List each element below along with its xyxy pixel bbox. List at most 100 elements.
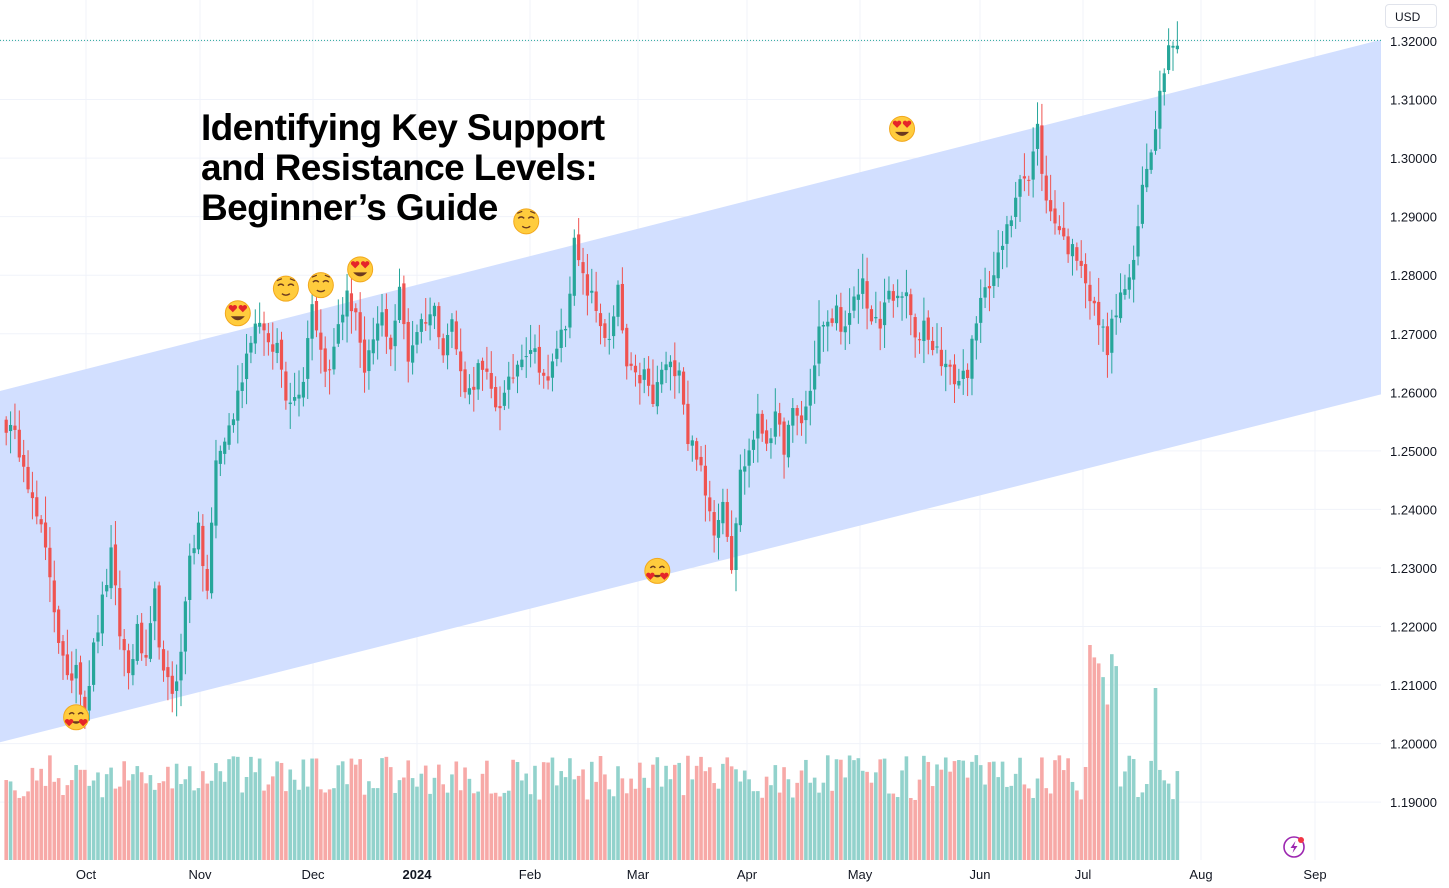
x-tick-label: Apr (737, 867, 758, 882)
headline-line-3: Beginner’s Guide (201, 187, 498, 228)
candle (258, 322, 262, 327)
candle (830, 318, 834, 323)
volume-bar (1031, 797, 1035, 860)
candle (1158, 90, 1162, 129)
candle (638, 375, 642, 384)
candle (271, 344, 275, 352)
candle (87, 686, 91, 711)
candle (939, 349, 943, 367)
volume-bar (450, 774, 454, 860)
candle (358, 312, 362, 343)
candle (450, 319, 454, 332)
volume-bar (611, 796, 616, 860)
volume-bar (786, 779, 791, 860)
volume-bar (305, 786, 310, 860)
volume-bar (694, 765, 699, 860)
candle (625, 327, 629, 367)
candle (1057, 226, 1061, 231)
volume-bar (1075, 790, 1079, 860)
volume-bar (323, 792, 328, 860)
volume-bar (856, 758, 861, 860)
volume-bar (812, 777, 817, 860)
candle (424, 322, 428, 324)
candle (1000, 245, 1005, 250)
candle (1092, 300, 1096, 304)
volume-bar (825, 755, 830, 860)
candle (817, 326, 821, 364)
volume-bar (524, 773, 529, 860)
candle (78, 662, 83, 695)
volume-bar (978, 765, 983, 860)
volume-bar (253, 772, 258, 860)
candle (467, 388, 472, 395)
volume-bar (515, 762, 520, 860)
candle (1079, 260, 1083, 266)
candle (751, 439, 756, 450)
candle (266, 333, 270, 343)
candle (1049, 200, 1053, 212)
volume-bar (865, 771, 869, 860)
volume-bar (528, 794, 533, 860)
y-tick-label: 1.25000 (1390, 444, 1437, 459)
volume-bar (651, 764, 655, 860)
candle (70, 673, 74, 681)
candle (39, 519, 43, 525)
volume-bar (21, 796, 26, 860)
volume-bar (275, 761, 279, 860)
volume-bar (1110, 654, 1114, 860)
volume-bar (236, 756, 240, 860)
candle (900, 296, 904, 298)
candle (354, 308, 358, 313)
volume-bar (471, 793, 476, 860)
candle (459, 351, 463, 372)
candle (533, 348, 537, 352)
time-axis[interactable]: Oct Nov Dec 2024 Feb Mar Apr May Jun Jul Aug Sep (76, 867, 1327, 882)
volume-bar (520, 780, 524, 860)
candle (843, 326, 847, 333)
volume-bar (581, 769, 585, 860)
candle (546, 376, 550, 381)
volume-bar (270, 776, 275, 860)
candle (192, 548, 196, 554)
candle (1070, 244, 1075, 257)
volume-bar (354, 764, 358, 860)
volume-bar (209, 780, 214, 860)
candle (686, 403, 690, 445)
volume-bar (729, 766, 734, 860)
price-axis[interactable]: 1.32000 1.31000 1.30000 1.29000 1.28000 1.270… (1390, 34, 1437, 810)
candle (105, 585, 109, 592)
volume-bar (83, 769, 87, 860)
candle (1031, 151, 1035, 180)
candle (52, 580, 56, 613)
candle (92, 642, 96, 685)
volume-bar (187, 766, 192, 860)
candle (428, 314, 432, 326)
candle (1110, 318, 1114, 353)
y-tick-label: 1.31000 (1390, 93, 1437, 108)
volume-bar (362, 794, 367, 860)
candle (974, 323, 978, 341)
volume-bar (594, 781, 598, 860)
candle (1075, 247, 1079, 261)
volume-bar (747, 779, 751, 860)
volume-bar (218, 771, 223, 860)
candle (1127, 277, 1131, 290)
volume-bar (78, 769, 83, 860)
candle (1022, 176, 1027, 179)
candle (1149, 152, 1153, 170)
volume-bar (384, 756, 389, 860)
volume-bar (1096, 663, 1101, 860)
volume-bar (974, 755, 979, 860)
currency-button[interactable]: USD (1385, 4, 1437, 28)
volume-bar (738, 781, 743, 860)
candle (764, 430, 769, 444)
volume-bar (1070, 781, 1075, 860)
lightning-icon[interactable] (1283, 836, 1305, 858)
volume-bar (179, 784, 183, 860)
candle (1035, 123, 1040, 149)
volume-bar (279, 762, 284, 860)
candle (607, 338, 611, 340)
volume-bar (965, 777, 970, 860)
candle (1118, 292, 1123, 319)
